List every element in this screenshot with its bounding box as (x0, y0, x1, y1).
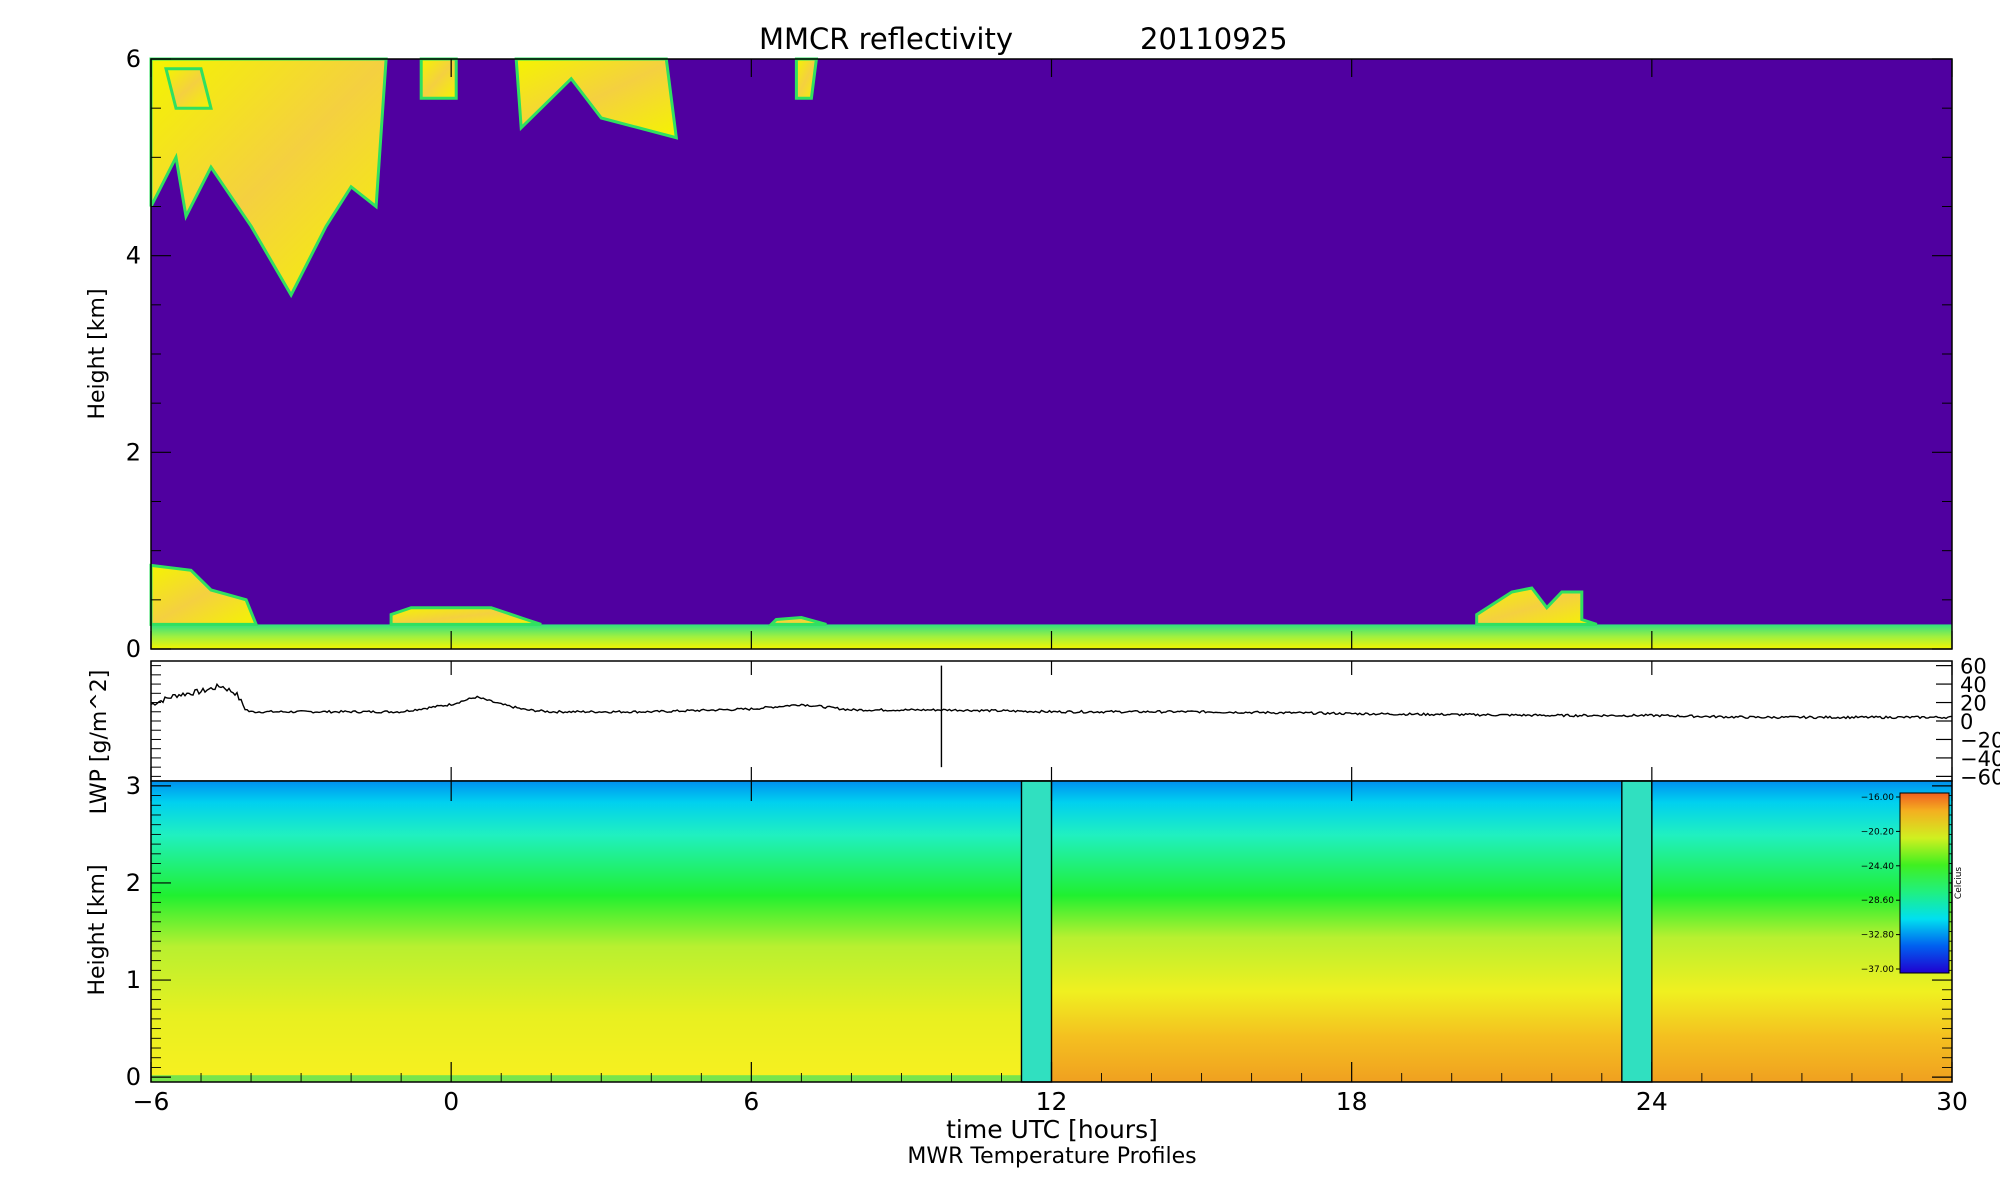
lwp-ylabel: LWP [g/m^2] (87, 670, 112, 815)
colorbar-tick-label-4: −32.80 (1861, 931, 1895, 941)
colorbar-tick-label-1: −20.20 (1861, 827, 1895, 837)
x-tick-labels: −6 0 6 12 18 24 30 (133, 1087, 1968, 1116)
reflectivity-background (151, 59, 1952, 649)
chart-date: 20110925 (1140, 22, 1288, 56)
cloud-regions (149, 57, 1952, 649)
cloud-region-5 (794, 57, 819, 100)
x-axis-label: time UTC [hours] (946, 1115, 1158, 1144)
temperature-ytick-label-2: 2 (126, 869, 141, 897)
lwp-line (150, 682, 1953, 720)
x-tick-label-2: 6 (743, 1087, 759, 1116)
temperature-field-late (1051, 781, 1952, 1082)
temperature-gap-2 (1621, 780, 1653, 1083)
reflectivity-ytick-label-2: 4 (126, 242, 141, 270)
x-tick-label-4: 18 (1336, 1087, 1368, 1116)
temperature-ylabel: Height [km] (85, 864, 110, 995)
colorbar-tick-label-2: −24.40 (1861, 862, 1895, 872)
cloud-region-4 (514, 57, 679, 140)
cloud-region-1 (149, 57, 388, 299)
colorbar-tick-label-3: −28.60 (1861, 896, 1895, 906)
lwp-background (151, 661, 1952, 781)
x-tick-label-1: 0 (443, 1087, 459, 1116)
reflectivity-panel: 0 2 4 6 Height [km] (85, 45, 1953, 663)
x-tick-label-6: 30 (1936, 1087, 1968, 1116)
cloud-region-8 (767, 615, 827, 626)
cloud-region-9 (1475, 586, 1598, 626)
reflectivity-ylabel: Height [km] (85, 288, 110, 419)
x-tick-label-0: −6 (133, 1087, 170, 1116)
x-tick-label-3: 12 (1036, 1087, 1068, 1116)
temperature-colorbar: −16.00 −20.20 −24.40 −28.60 −32.80 −37.00 Celc… (1861, 792, 1964, 975)
chart-title: MMCR reflectivity (759, 22, 1013, 56)
lwp-ytick-label-5: 40 (1960, 673, 1987, 697)
cloud-region-7 (389, 606, 542, 626)
temperature-ytick-label-0: 0 (126, 1063, 141, 1091)
reflectivity-axes: 0 2 4 6 (126, 45, 1953, 663)
lwp-ytick-label-2: −20 (1960, 728, 2000, 752)
cloud-region-2 (164, 67, 213, 110)
colorbar-label: Celcius (1954, 867, 1964, 899)
temperature-panel: 0 1 2 3 −16.00 −20.20 −24.40 −28.60 −32.80 −37.0… (85, 772, 1964, 1091)
reflectivity-ytick-label-1: 2 (126, 438, 141, 466)
temperature-ytick-label-1: 1 (126, 966, 141, 994)
x-tick-label-5: 24 (1636, 1087, 1668, 1116)
lwp-ytick-label-0: −60 (1960, 765, 2000, 789)
temperature-ytick-label-3: 3 (126, 772, 141, 800)
lwp-series (150, 665, 1953, 768)
colorbar-tick-label-0: −16.00 (1861, 793, 1895, 803)
lwp-ytick-label-3: 0 (1960, 710, 1973, 734)
figure-caption: MWR Temperature Profiles (907, 1144, 1196, 1169)
reflectivity-ytick-label-3: 6 (126, 45, 141, 73)
temperature-gap-1 (1020, 780, 1053, 1083)
lwp-ytick-label-4: 20 (1960, 692, 1987, 716)
lwp-ytick-label-1: −40 (1960, 747, 2000, 771)
colorbar-gradient (1899, 792, 1950, 974)
colorbar-tick-label-5: −37.00 (1861, 965, 1895, 975)
temperature-gaps (1020, 780, 1653, 1083)
temperature-axes: 0 1 2 3 (126, 772, 1953, 1091)
temperature-field-early (151, 781, 1052, 1082)
reflectivity-ytick-label-0: 0 (126, 635, 141, 663)
lwp-ytick-label-6: 60 (1960, 655, 1987, 679)
